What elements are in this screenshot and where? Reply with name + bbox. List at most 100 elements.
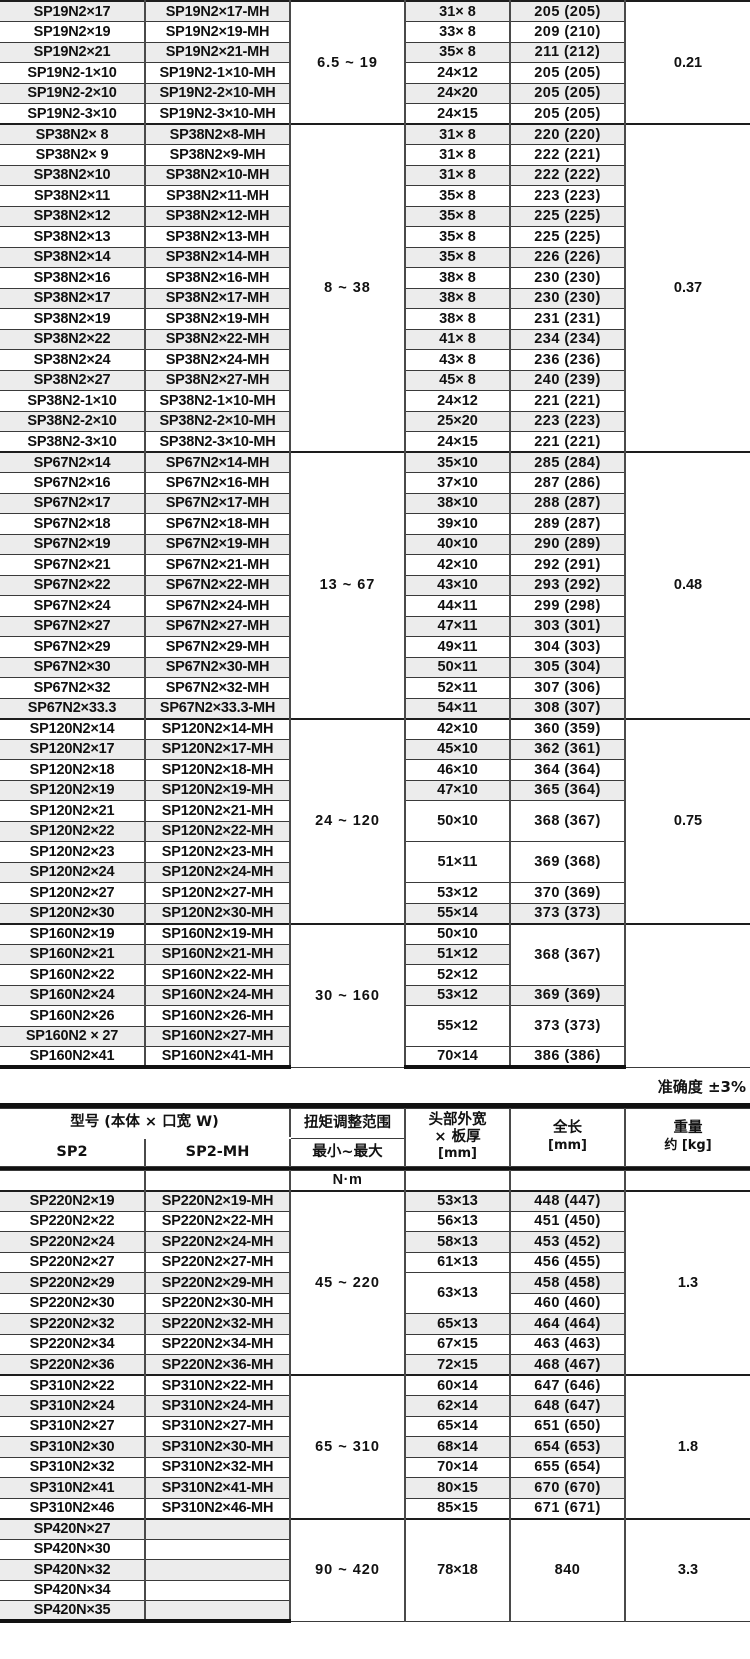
cell-model-sp2: SP420N×35 — [0, 1600, 146, 1623]
cell-model-sp2mh: SP310N2×22-MH — [144, 1374, 291, 1396]
table-row: SP120N2×24 SP120N2×24-MH — [0, 861, 750, 883]
cell-head-size: 44×11 — [404, 595, 511, 617]
cell-empty — [404, 1169, 511, 1191]
cell-model-sp2: SP160N2×26 — [0, 1005, 146, 1027]
cell-total-length: 305 (304) — [509, 656, 626, 678]
cell-model-sp2: SP67N2×19 — [0, 533, 146, 555]
cell-model-sp2: SP220N2×36 — [0, 1354, 146, 1376]
cell-model-sp2: SP420N×32 — [0, 1559, 146, 1581]
cell-head-size: 24×15 — [404, 103, 511, 125]
cell-model-sp2mh: SP120N2×17-MH — [144, 738, 291, 760]
cell-total-length: 368 (367) — [509, 922, 626, 986]
cell-model-sp2mh: SP220N2×30-MH — [144, 1292, 291, 1314]
cell-head-size: 39×10 — [404, 513, 511, 535]
cell-total-length: 285 (284) — [509, 451, 626, 473]
cell-total-length: 458 (458) — [509, 1272, 626, 1294]
cell-total-length: 360 (359) — [509, 717, 626, 740]
cell-head-size: 70×14 — [404, 1046, 511, 1069]
cell-model-sp2: SP38N2×27 — [0, 369, 146, 391]
cell-model-sp2mh: SP38N2×27-MH — [144, 369, 291, 391]
cell-model-sp2mh: SP310N2×27-MH — [144, 1415, 291, 1437]
cell-model-sp2: SP67N2×16 — [0, 472, 146, 494]
cell-total-length: 226 (226) — [509, 246, 626, 268]
cell-model-sp2mh — [144, 1517, 291, 1540]
cell-total-length: 292 (291) — [509, 554, 626, 576]
cell-total-length: 369 (368) — [509, 841, 626, 883]
cell-model-sp2: SP160N2 × 27 — [0, 1025, 146, 1047]
table-row: SP310N2×32 SP310N2×32-MH 70×14 655 (654) — [0, 1456, 750, 1478]
cell-model-sp2mh — [144, 1579, 291, 1601]
table-row-unit: N·m — [0, 1169, 750, 1191]
cell-head-size: 50×10 — [404, 922, 511, 945]
cell-model-sp2mh: SP120N2×27-MH — [144, 882, 291, 904]
cell-total-length: 234 (234) — [509, 328, 626, 350]
cell-empty — [624, 1169, 750, 1191]
table-row: SP220N2×36 SP220N2×36-MH 72×15 468 (467) — [0, 1354, 750, 1376]
cell-total-length: 211 (212) — [509, 41, 626, 63]
table-row: SP220N2×34 SP220N2×34-MH 67×15 463 (463) — [0, 1333, 750, 1355]
cell-torque-range: 8 ~ 38 — [289, 123, 406, 453]
cell-head-size: 24×12 — [404, 390, 511, 412]
cell-head-size: 63×13 — [404, 1272, 511, 1314]
table-row: SP310N2×27 SP310N2×27-MH 65×14 651 (650) — [0, 1415, 750, 1437]
cell-head-size: 45×10 — [404, 738, 511, 760]
cell-torque-unit: N·m — [289, 1169, 406, 1191]
cell-model-sp2mh: SP38N2×16-MH — [144, 267, 291, 289]
cell-model-sp2mh: SP220N2×34-MH — [144, 1333, 291, 1355]
cell-head-size: 53×12 — [404, 882, 511, 904]
cell-torque-range: 13 ~ 67 — [289, 451, 406, 719]
cell-model-sp2mh: SP67N2×32-MH — [144, 677, 291, 699]
cell-model-sp2: SP160N2×22 — [0, 964, 146, 986]
cell-weight: 1.8 — [624, 1374, 750, 1519]
cell-head-size: 58×13 — [404, 1231, 511, 1253]
cell-model-sp2mh: SP19N2-1×10-MH — [144, 62, 291, 84]
cell-head-size: 37×10 — [404, 472, 511, 494]
cell-model-sp2: SP220N2×19 — [0, 1189, 146, 1212]
cell-model-sp2: SP38N2×17 — [0, 287, 146, 309]
cell-head-size: 35× 8 — [404, 226, 511, 248]
cell-model-sp2mh: SP160N2×26-MH — [144, 1005, 291, 1027]
cell-total-length: 840 — [509, 1517, 626, 1622]
cell-model-sp2mh: SP19N2×19-MH — [144, 21, 291, 43]
cell-total-length: 308 (307) — [509, 697, 626, 719]
cell-model-sp2mh: SP220N2×22-MH — [144, 1210, 291, 1232]
cell-model-sp2: SP67N2×17 — [0, 492, 146, 514]
table-row: SP160N2×26 SP160N2×26-MH 55×12 373 (373) — [0, 1005, 750, 1047]
cell-model-sp2: SP310N2×32 — [0, 1456, 146, 1478]
cell-model-sp2mh: SP120N2×30-MH — [144, 902, 291, 924]
cell-head-size: 51×12 — [404, 943, 511, 965]
cell-total-length: 223 (223) — [509, 185, 626, 207]
cell-total-length: 448 (447) — [509, 1189, 626, 1212]
table-row: SP67N2×16 SP67N2×16-MH 37×10 287 (286) — [0, 472, 750, 494]
cell-model-sp2mh: SP220N2×19-MH — [144, 1189, 291, 1212]
table-row: SP67N2×29 SP67N2×29-MH 49×11 304 (303) — [0, 636, 750, 658]
cell-model-sp2mh: SP67N2×29-MH — [144, 636, 291, 658]
cell-head-size: 31× 8 — [404, 123, 511, 145]
cell-model-sp2mh: SP160N2×22-MH — [144, 964, 291, 986]
cell-model-sp2mh — [144, 1538, 291, 1560]
cell-head-size: 41× 8 — [404, 328, 511, 350]
cell-torque-range: 45 ~ 220 — [289, 1189, 406, 1376]
cell-total-length: 288 (287) — [509, 492, 626, 514]
table-row: SP38N2-2×10 SP38N2-2×10-MH 25×20 223 (223) — [0, 410, 750, 432]
cell-model-sp2mh: SP67N2×16-MH — [144, 472, 291, 494]
cell-model-sp2: SP19N2-1×10 — [0, 62, 146, 84]
cell-total-length: 670 (670) — [509, 1477, 626, 1499]
cell-model-sp2mh: SP67N2×17-MH — [144, 492, 291, 514]
cell-total-length: 304 (303) — [509, 636, 626, 658]
cell-head-size: 62×14 — [404, 1395, 511, 1417]
cell-total-length: 230 (230) — [509, 267, 626, 289]
cell-total-length: 364 (364) — [509, 759, 626, 781]
cell-total-length: 453 (452) — [509, 1231, 626, 1253]
cell-model-sp2mh: SP19N2-3×10-MH — [144, 103, 291, 125]
table-row: SP19N2×19 SP19N2×19-MH 33× 8 209 (210) — [0, 21, 750, 43]
cell-model-sp2mh: SP38N2-3×10-MH — [144, 431, 291, 453]
table-row: SP38N2-3×10 SP38N2-3×10-MH 24×15 221 (221) — [0, 431, 750, 453]
cell-model-sp2mh: SP220N2×29-MH — [144, 1272, 291, 1294]
cell-head-size: 46×10 — [404, 759, 511, 781]
cell-model-sp2: SP120N2×18 — [0, 759, 146, 781]
cell-model-sp2mh: SP67N2×27-MH — [144, 615, 291, 637]
cell-head-size: 51×11 — [404, 841, 511, 883]
cell-head-size: 24×15 — [404, 431, 511, 453]
table-row: SP120N2×23 SP120N2×23-MH 51×11 369 (368) — [0, 841, 750, 883]
